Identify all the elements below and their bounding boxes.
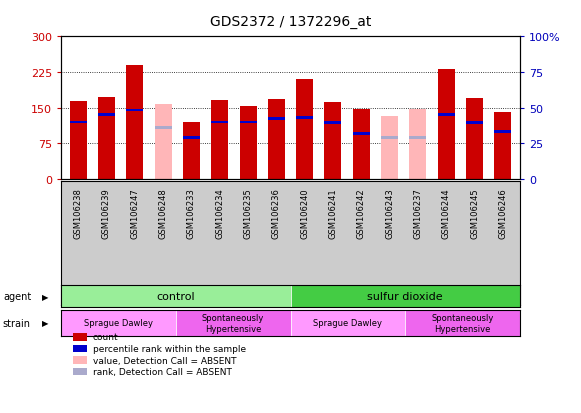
Text: GSM106248: GSM106248: [159, 188, 167, 239]
Text: GSM106236: GSM106236: [272, 188, 281, 239]
Text: sulfur dioxide: sulfur dioxide: [367, 291, 443, 301]
Text: percentile rank within the sample: percentile rank within the sample: [93, 344, 246, 353]
Text: control: control: [156, 291, 195, 301]
Text: strain: strain: [3, 318, 31, 328]
Bar: [466, 99, 483, 180]
Bar: [494, 113, 511, 180]
Bar: [155, 104, 171, 180]
Bar: [290, 285, 520, 308]
Bar: [410, 136, 426, 139]
Text: Spontaneously
Hypertensive: Spontaneously Hypertensive: [432, 313, 494, 333]
Bar: [126, 109, 143, 112]
Bar: [381, 136, 398, 139]
Text: GSM106242: GSM106242: [357, 188, 366, 238]
Text: GSM106233: GSM106233: [187, 188, 196, 239]
Text: GSM106243: GSM106243: [385, 188, 394, 239]
Bar: [98, 114, 115, 117]
Bar: [126, 66, 143, 180]
Bar: [353, 133, 370, 136]
Bar: [296, 80, 313, 180]
Bar: [61, 310, 175, 337]
Bar: [183, 136, 200, 139]
Text: GSM106241: GSM106241: [328, 188, 338, 238]
Bar: [175, 310, 290, 337]
Bar: [290, 310, 406, 337]
Text: GSM106244: GSM106244: [442, 188, 451, 238]
Bar: [239, 121, 256, 124]
Bar: [155, 127, 171, 130]
Text: GSM106238: GSM106238: [74, 188, 83, 239]
Text: agent: agent: [3, 291, 31, 301]
Text: count: count: [93, 332, 119, 342]
Text: Sprague Dawley: Sprague Dawley: [84, 319, 153, 328]
Bar: [381, 116, 398, 180]
Bar: [70, 121, 87, 124]
Text: GSM106235: GSM106235: [243, 188, 253, 239]
Bar: [325, 103, 342, 180]
Text: GSM106234: GSM106234: [215, 188, 224, 239]
Bar: [268, 117, 285, 120]
Text: GSM106245: GSM106245: [470, 188, 479, 238]
Bar: [406, 310, 520, 337]
Bar: [61, 285, 290, 308]
Bar: [268, 100, 285, 180]
Bar: [211, 100, 228, 180]
Bar: [325, 122, 342, 125]
Bar: [438, 69, 455, 180]
Bar: [98, 98, 115, 180]
Text: GSM106247: GSM106247: [130, 188, 139, 239]
Bar: [353, 110, 370, 180]
Bar: [466, 122, 483, 125]
Text: ▶: ▶: [42, 292, 48, 301]
Bar: [438, 114, 455, 117]
Bar: [239, 107, 256, 180]
Text: GSM106246: GSM106246: [498, 188, 507, 239]
Text: rank, Detection Call = ABSENT: rank, Detection Call = ABSENT: [93, 367, 232, 376]
Text: ▶: ▶: [42, 319, 48, 328]
Text: GSM106240: GSM106240: [300, 188, 309, 238]
Bar: [494, 131, 511, 133]
Bar: [70, 102, 87, 180]
Text: GSM106237: GSM106237: [414, 188, 422, 239]
Text: GSM106239: GSM106239: [102, 188, 111, 239]
Bar: [183, 123, 200, 180]
Bar: [410, 109, 426, 180]
Bar: [211, 121, 228, 124]
Text: GDS2372 / 1372296_at: GDS2372 / 1372296_at: [210, 15, 371, 29]
Bar: [296, 116, 313, 119]
Text: Sprague Dawley: Sprague Dawley: [313, 319, 382, 328]
Text: Spontaneously
Hypertensive: Spontaneously Hypertensive: [202, 313, 264, 333]
Text: value, Detection Call = ABSENT: value, Detection Call = ABSENT: [93, 356, 236, 365]
